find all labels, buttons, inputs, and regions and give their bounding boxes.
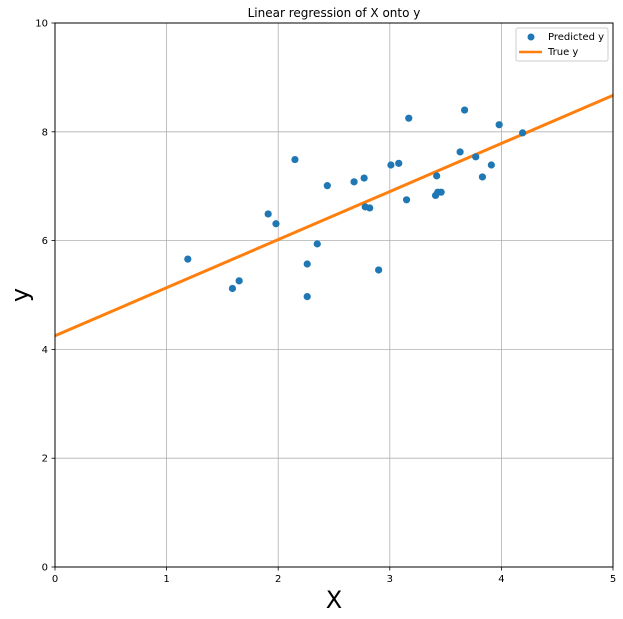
legend-label-predicted-y: Predicted y (548, 32, 604, 43)
y-tick-label: 8 (42, 127, 48, 138)
scatter-point (519, 129, 527, 137)
x-axis-title: X (326, 586, 342, 614)
scatter-point (235, 277, 243, 285)
scatter-point (360, 174, 368, 182)
y-tick-label: 2 (42, 454, 48, 465)
y-tick-label: 6 (42, 236, 48, 247)
scatter-point (433, 172, 441, 180)
y-tick-label: 0 (42, 563, 48, 574)
scatter-point (366, 204, 374, 212)
scatter-point (478, 173, 487, 181)
regression-line-true-y (55, 93, 613, 338)
scatter-point (395, 159, 403, 167)
scatter-point (387, 161, 395, 169)
scatter-series (184, 106, 527, 301)
scatter-point (472, 153, 480, 161)
scatter-point (405, 114, 413, 122)
scatter-point (456, 148, 464, 156)
line-series (55, 93, 613, 338)
x-tick-label: 0 (52, 574, 58, 585)
y-tick-label: 4 (42, 345, 48, 356)
x-tick-label: 5 (610, 574, 616, 585)
x-tick-label: 1 (163, 574, 169, 585)
x-tick-label: 4 (498, 574, 504, 585)
scatter-point (313, 240, 321, 248)
scatter-point (350, 178, 358, 186)
scatter-point (303, 260, 311, 268)
y-axis-title: y (6, 288, 34, 302)
legend-marker-predicted-y (527, 33, 535, 41)
scatter-point (437, 188, 445, 196)
x-tick-label: 2 (275, 574, 281, 585)
scatter-point (487, 161, 495, 169)
scatter-point (303, 293, 311, 301)
scatter-point (184, 255, 192, 263)
y-tick-label: 10 (35, 19, 48, 30)
legend: Predicted y True y (515, 27, 609, 62)
scatter-point (264, 210, 272, 218)
scatter-point (291, 155, 299, 164)
ticks: 0 1 2 3 4 5 0 2 4 6 8 10 (35, 19, 616, 586)
scatter-point (495, 121, 503, 129)
scatter-point (402, 196, 411, 204)
scatter-point (375, 266, 383, 274)
plot-area (55, 23, 613, 567)
scatter-point (272, 220, 280, 228)
chart-title: Linear regression of X onto y (248, 6, 421, 20)
legend-label-true-y: True y (547, 47, 578, 58)
x-tick-label: 3 (387, 574, 393, 585)
plot-frame (54, 22, 614, 568)
scatter-point (228, 284, 237, 293)
scatter-point (460, 106, 469, 114)
scatter-point (323, 182, 331, 190)
